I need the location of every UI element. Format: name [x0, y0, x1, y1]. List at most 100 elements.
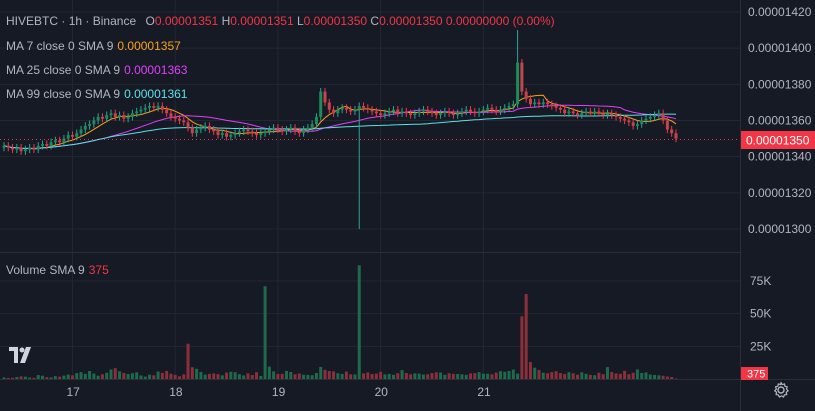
- volume-tick-label: 50K: [750, 307, 771, 321]
- candle-body: [464, 109, 468, 112]
- candle-body: [503, 107, 507, 110]
- open-label: O: [145, 14, 155, 28]
- ma99-label: MA 99 close 0 SMA 9: [6, 87, 121, 101]
- volume-bar: [41, 375, 45, 379]
- candle-body: [631, 122, 635, 126]
- candle-body: [670, 129, 674, 134]
- volume-legend[interactable]: Volume SMA 9 375: [6, 263, 109, 277]
- volume-bar: [563, 373, 567, 379]
- candle-body: [610, 113, 614, 116]
- volume-bar: [246, 373, 250, 379]
- interval-label[interactable]: 1h: [68, 14, 83, 28]
- ma99-legend[interactable]: MA 99 close 0 SMA 9 0.00001361: [6, 87, 187, 101]
- candle-body: [648, 116, 652, 119]
- time-axis[interactable]: 17 18 19 20 21: [66, 385, 491, 399]
- last-volume-tag: 375: [741, 367, 768, 381]
- volume-bar: [302, 374, 306, 379]
- candle-body: [635, 124, 639, 126]
- volume-bar: [250, 375, 254, 379]
- candle-body: [370, 109, 374, 112]
- candle-body: [70, 134, 74, 137]
- candle-body: [524, 91, 528, 99]
- volume-bar: [336, 373, 340, 379]
- candle-body: [349, 109, 353, 112]
- volume-bar: [524, 294, 528, 379]
- ma25-label: MA 25 close 0 SMA 9: [6, 63, 121, 77]
- symbol-legend[interactable]: HIVEBTC · 1h · Binance O0.00001351 H0.00…: [6, 14, 555, 28]
- volume-bar: [263, 286, 267, 379]
- candle-body: [41, 144, 45, 146]
- symbol-name[interactable]: HIVEBTC: [6, 14, 59, 28]
- volume-bar: [173, 374, 177, 379]
- candle-body: [605, 113, 609, 116]
- candle-body: [11, 147, 15, 150]
- volume-bar: [588, 374, 592, 379]
- volume-bar: [259, 375, 263, 379]
- candle-body: [53, 140, 57, 143]
- ma7-value: 0.00001357: [117, 39, 181, 53]
- candle-body: [447, 111, 451, 114]
- candle-body: [135, 111, 139, 114]
- candle-body: [220, 133, 224, 135]
- volume-bar: [340, 373, 344, 379]
- candle-body: [618, 116, 622, 119]
- volume-bar: [165, 370, 169, 379]
- candle-body: [366, 107, 370, 110]
- volume-bar: [32, 377, 36, 379]
- volume-bar: [627, 374, 631, 379]
- candle-body: [340, 107, 344, 110]
- volume-bar: [203, 374, 207, 379]
- candle-body: [558, 107, 562, 110]
- ma7-legend[interactable]: MA 7 close 0 SMA 9 0.00001357: [6, 39, 181, 53]
- candle-body: [674, 133, 678, 139]
- volume-bar: [319, 366, 323, 379]
- volume-bar: [186, 343, 190, 379]
- price-axis[interactable]: 0.00001420 0.00001400 0.00001380 0.00001360…: [748, 5, 812, 236]
- ma25-legend[interactable]: MA 25 close 0 SMA 9 0.00001363: [6, 63, 187, 77]
- candle-body: [169, 113, 173, 117]
- volume-bar: [426, 374, 430, 379]
- candle-body: [507, 106, 511, 108]
- volume-bar: [344, 371, 348, 379]
- candle-body: [88, 124, 92, 126]
- volume-bar: [498, 371, 502, 379]
- candle-body: [357, 106, 361, 110]
- candle-body: [516, 62, 520, 105]
- volume-bar: [670, 377, 674, 379]
- volume-bar: [541, 372, 545, 379]
- volume-bar: [409, 374, 413, 379]
- candle-body: [118, 115, 122, 117]
- candle-body: [576, 113, 580, 116]
- candle-body: [314, 116, 318, 125]
- volume-bar: [665, 376, 669, 379]
- candle-body: [443, 111, 447, 114]
- volume-bar: [220, 375, 224, 379]
- candle-body: [113, 113, 117, 117]
- candle-body: [177, 118, 181, 121]
- volume-bar: [233, 372, 237, 379]
- candlestick-series: [2, 30, 678, 229]
- volume-axis[interactable]: 75K 50K 25K: [750, 274, 771, 353]
- volume-bar: [507, 371, 511, 379]
- volume-bar: [605, 367, 609, 379]
- candle-body: [263, 131, 267, 134]
- volume-bar: [160, 372, 164, 379]
- candle-body: [280, 129, 284, 132]
- candle-body: [460, 111, 464, 114]
- tradingview-logo-icon[interactable]: [9, 347, 35, 363]
- candle-body: [319, 91, 323, 117]
- volume-bar: [460, 374, 464, 379]
- candle-body: [563, 109, 567, 114]
- volume-bar: [182, 374, 186, 379]
- volume-bar: [477, 372, 481, 379]
- candle-body: [588, 111, 592, 114]
- volume-bar: [280, 373, 284, 379]
- price-tick-label: 0.00001420: [748, 5, 812, 19]
- volume-bar: [293, 374, 297, 379]
- last-price-label: 0.00001350: [746, 134, 810, 148]
- volume-bar: [644, 372, 648, 379]
- candle-body: [344, 107, 348, 110]
- candle-body: [336, 109, 340, 114]
- settings-gear-icon[interactable]: [772, 381, 790, 399]
